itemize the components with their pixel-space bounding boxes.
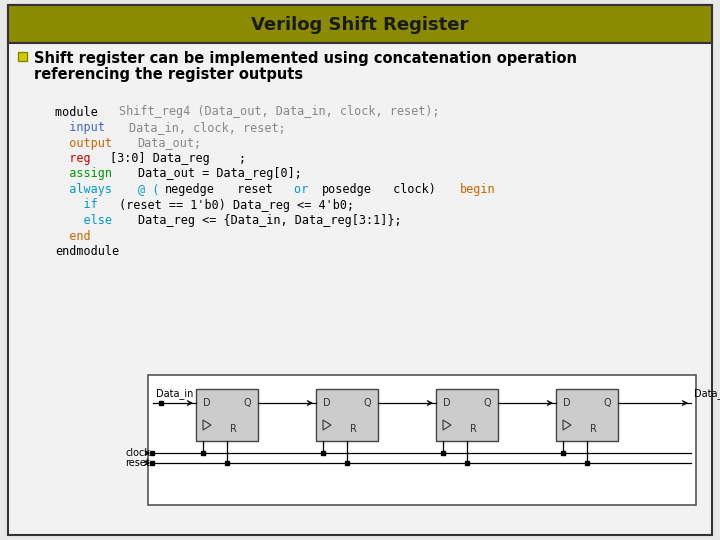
Text: referencing the register outputs: referencing the register outputs [34,66,303,82]
Text: always: always [55,183,119,196]
Text: Shift register can be implemented using concatenation operation: Shift register can be implemented using … [34,51,577,65]
FancyBboxPatch shape [148,375,696,505]
Text: output: output [55,137,119,150]
Text: Data_in: Data_in [156,389,194,400]
Text: R: R [350,424,356,434]
Text: Verilog Shift Register: Verilog Shift Register [251,16,469,34]
Text: begin: begin [459,183,495,196]
Text: reset: reset [125,458,150,468]
Text: else: else [55,214,119,227]
FancyBboxPatch shape [18,52,27,61]
Text: Q: Q [603,398,611,408]
Text: Data_out;: Data_out; [138,137,202,150]
Text: reset: reset [230,183,279,196]
FancyBboxPatch shape [436,389,498,441]
FancyBboxPatch shape [556,389,618,441]
Text: Q: Q [243,398,251,408]
Text: Q: Q [364,398,371,408]
Text: D: D [203,398,211,408]
Text: D: D [443,398,451,408]
Text: input: input [55,121,112,134]
Text: D: D [323,398,330,408]
Text: module: module [55,105,105,118]
Text: clock): clock) [386,183,443,196]
Text: R: R [590,424,596,434]
Text: (reset == 1'b0) Data_reg <= 4'b0;: (reset == 1'b0) Data_reg <= 4'b0; [120,199,354,212]
Text: ;: ; [239,152,246,165]
Text: or: or [294,183,315,196]
Text: Q: Q [483,398,491,408]
Text: Data_reg <= {Data_in, Data_reg[3:1]};: Data_reg <= {Data_in, Data_reg[3:1]}; [138,214,401,227]
FancyBboxPatch shape [316,389,378,441]
Text: @ (: @ ( [138,183,159,196]
Text: clock: clock [125,448,150,458]
Text: if: if [55,199,105,212]
Text: Data_out: Data_out [694,389,720,400]
Text: D: D [563,398,571,408]
Text: posedge: posedge [322,183,372,196]
Text: Data_out = Data_reg[0];: Data_out = Data_reg[0]; [138,167,302,180]
FancyBboxPatch shape [196,389,258,441]
Text: negedge: negedge [166,183,215,196]
FancyBboxPatch shape [8,5,712,535]
Text: Data_in, clock, reset;: Data_in, clock, reset; [129,121,285,134]
Text: R: R [230,424,236,434]
Text: assign: assign [55,167,119,180]
Text: [3:0] Data_reg: [3:0] Data_reg [110,152,210,165]
Text: reg: reg [55,152,98,165]
Text: R: R [469,424,477,434]
Text: endmodule: endmodule [55,245,119,258]
FancyBboxPatch shape [8,5,712,43]
Text: Shift_reg4 (Data_out, Data_in, clock, reset);: Shift_reg4 (Data_out, Data_in, clock, re… [120,105,440,118]
Text: end: end [55,230,91,242]
